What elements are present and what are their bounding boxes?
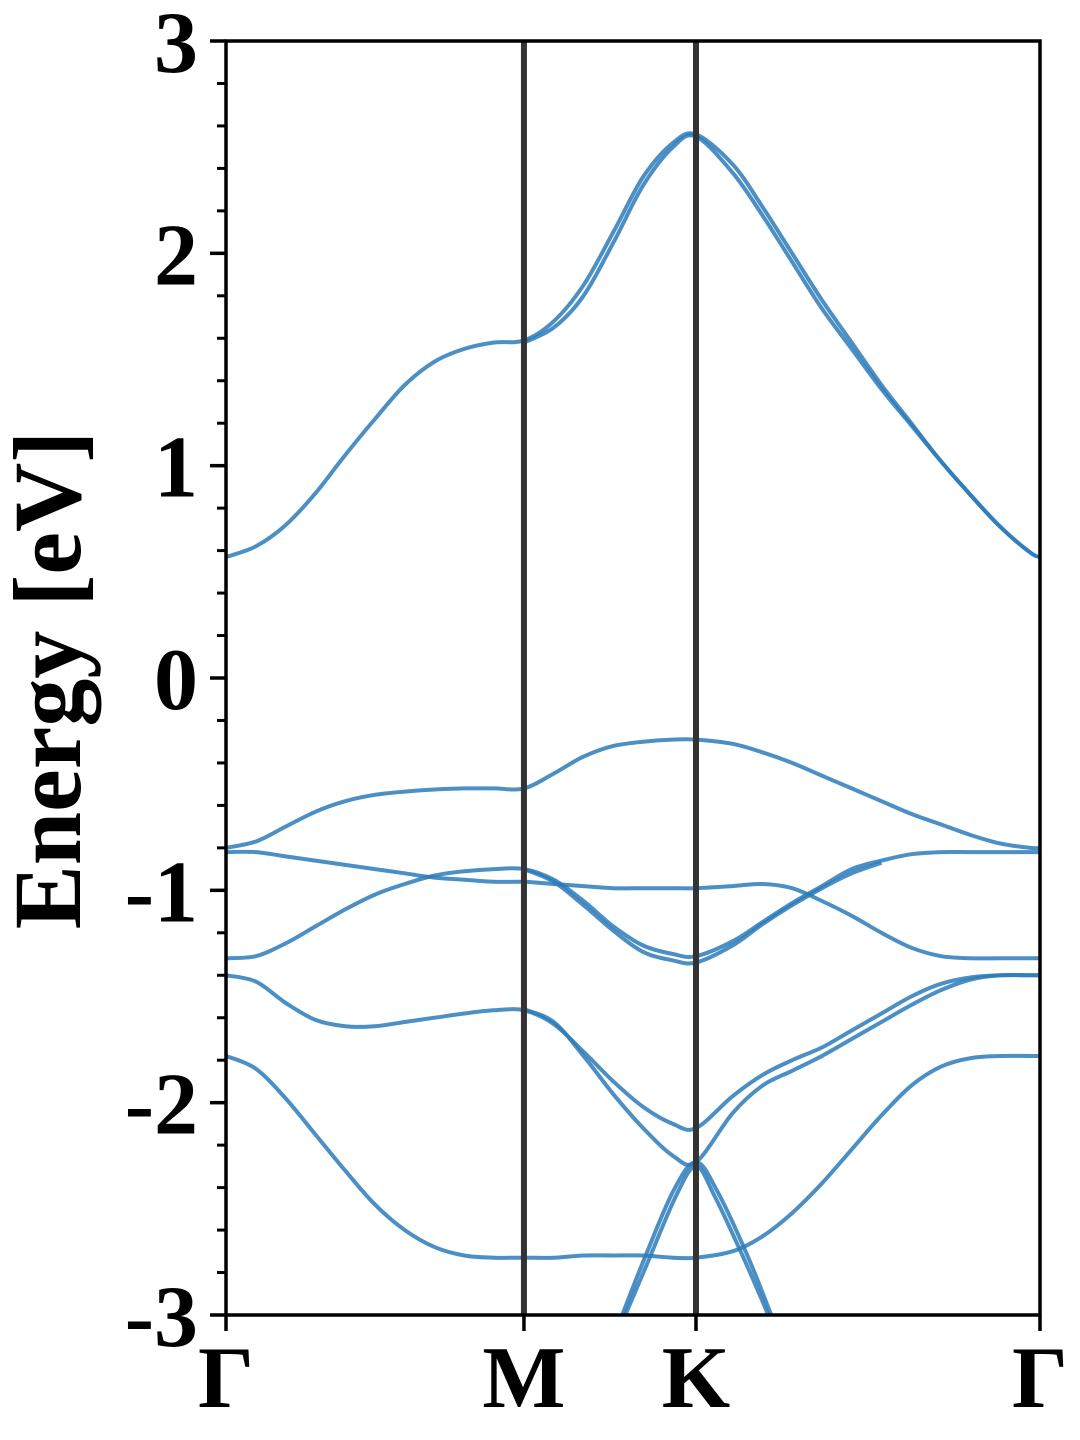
y-tick-label: -2 bbox=[125, 1057, 198, 1154]
band-line-8 bbox=[523, 972, 1040, 1167]
band-line-2 bbox=[523, 133, 1040, 559]
y-tick-label: -3 bbox=[125, 1269, 198, 1366]
band-line-1 bbox=[226, 131, 1040, 559]
band-line-9 bbox=[226, 1053, 1040, 1261]
x-tick-label-k-point: Γ bbox=[1012, 1330, 1068, 1427]
y-tick-label: 2 bbox=[154, 207, 198, 304]
band-lines bbox=[226, 131, 1040, 1315]
x-tick-label-k-point: K bbox=[662, 1330, 730, 1427]
band-line-7 bbox=[226, 973, 1040, 1132]
y-tick-label: 1 bbox=[154, 420, 198, 517]
y-tick-label: 0 bbox=[154, 632, 198, 729]
y-axis-title: Energy [eV] bbox=[0, 431, 101, 930]
y-tick-label: 3 bbox=[154, 0, 198, 92]
x-tick-label-k-point: M bbox=[482, 1330, 565, 1427]
x-tick-label-k-point: Γ bbox=[198, 1330, 254, 1427]
y-tick-label: -1 bbox=[125, 844, 198, 941]
band-line-3 bbox=[226, 737, 1040, 851]
band-line-4 bbox=[226, 849, 1040, 961]
band-line-5 bbox=[226, 849, 1040, 961]
high-symmetry-lines bbox=[520, 41, 699, 1315]
plot-frame bbox=[224, 39, 1042, 1317]
band-line-6 bbox=[523, 860, 883, 966]
